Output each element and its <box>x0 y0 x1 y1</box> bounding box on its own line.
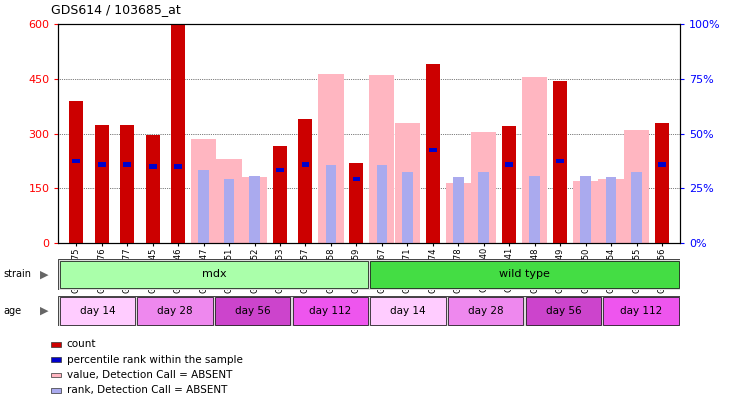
Bar <box>606 177 616 243</box>
Bar <box>72 159 80 163</box>
Bar <box>349 163 363 243</box>
Bar <box>174 164 182 168</box>
Text: GDS614 / 103685_at: GDS614 / 103685_at <box>51 3 181 16</box>
Bar <box>191 139 216 243</box>
Text: day 112: day 112 <box>620 306 662 316</box>
Bar <box>624 130 649 243</box>
Bar <box>371 297 445 324</box>
Text: strain: strain <box>4 269 31 279</box>
Bar <box>371 261 678 288</box>
Bar <box>249 176 260 243</box>
Bar <box>242 177 267 243</box>
Text: value, Detection Call = ABSENT: value, Detection Call = ABSENT <box>67 370 232 380</box>
Bar <box>446 183 471 243</box>
Text: day 14: day 14 <box>390 306 425 316</box>
Bar <box>60 261 368 288</box>
Bar <box>224 179 235 243</box>
Bar <box>553 81 567 243</box>
Bar <box>448 297 523 324</box>
Bar <box>273 147 287 243</box>
Text: day 56: day 56 <box>235 306 270 316</box>
Bar <box>171 24 185 243</box>
Bar <box>529 176 540 243</box>
Bar <box>216 159 242 243</box>
Bar <box>149 164 156 168</box>
Bar <box>137 297 213 324</box>
Bar <box>145 135 159 243</box>
Bar <box>69 101 83 243</box>
Text: rank, Detection Call = ABSENT: rank, Detection Call = ABSENT <box>67 386 227 395</box>
Bar <box>215 297 290 324</box>
Bar <box>479 172 489 243</box>
Bar <box>526 297 601 324</box>
Text: wild type: wild type <box>499 269 550 279</box>
Bar <box>599 179 624 243</box>
Text: age: age <box>4 306 22 316</box>
Text: day 28: day 28 <box>157 306 193 316</box>
Bar <box>276 168 284 172</box>
Bar <box>655 123 669 243</box>
Bar <box>326 164 336 243</box>
Text: count: count <box>67 339 96 349</box>
Bar <box>395 123 420 243</box>
Text: day 28: day 28 <box>468 306 504 316</box>
Text: day 14: day 14 <box>80 306 115 316</box>
Bar <box>429 148 436 152</box>
Bar <box>502 126 516 243</box>
Bar <box>453 177 463 243</box>
Bar <box>604 297 678 324</box>
Bar <box>302 162 309 167</box>
Bar <box>198 170 209 243</box>
Bar <box>319 74 344 243</box>
Bar <box>369 75 395 243</box>
Bar <box>293 297 368 324</box>
Bar <box>352 177 360 181</box>
Bar <box>95 125 109 243</box>
Bar <box>98 162 105 167</box>
Bar <box>60 297 135 324</box>
Bar <box>426 64 440 243</box>
Bar <box>120 125 135 243</box>
Text: day 112: day 112 <box>309 306 352 316</box>
Bar <box>573 181 598 243</box>
Bar <box>556 159 564 163</box>
Bar <box>376 164 387 243</box>
Text: mdx: mdx <box>202 269 226 279</box>
Bar <box>505 162 513 167</box>
Bar <box>580 176 591 243</box>
Text: day 56: day 56 <box>545 306 581 316</box>
Text: percentile rank within the sample: percentile rank within the sample <box>67 355 243 364</box>
Bar <box>471 132 496 243</box>
Bar <box>298 119 312 243</box>
Text: ▶: ▶ <box>40 269 49 279</box>
Bar <box>402 172 412 243</box>
Bar <box>522 77 548 243</box>
Text: ▶: ▶ <box>40 306 49 316</box>
Bar <box>124 162 131 167</box>
Bar <box>658 162 666 167</box>
Bar <box>632 172 642 243</box>
